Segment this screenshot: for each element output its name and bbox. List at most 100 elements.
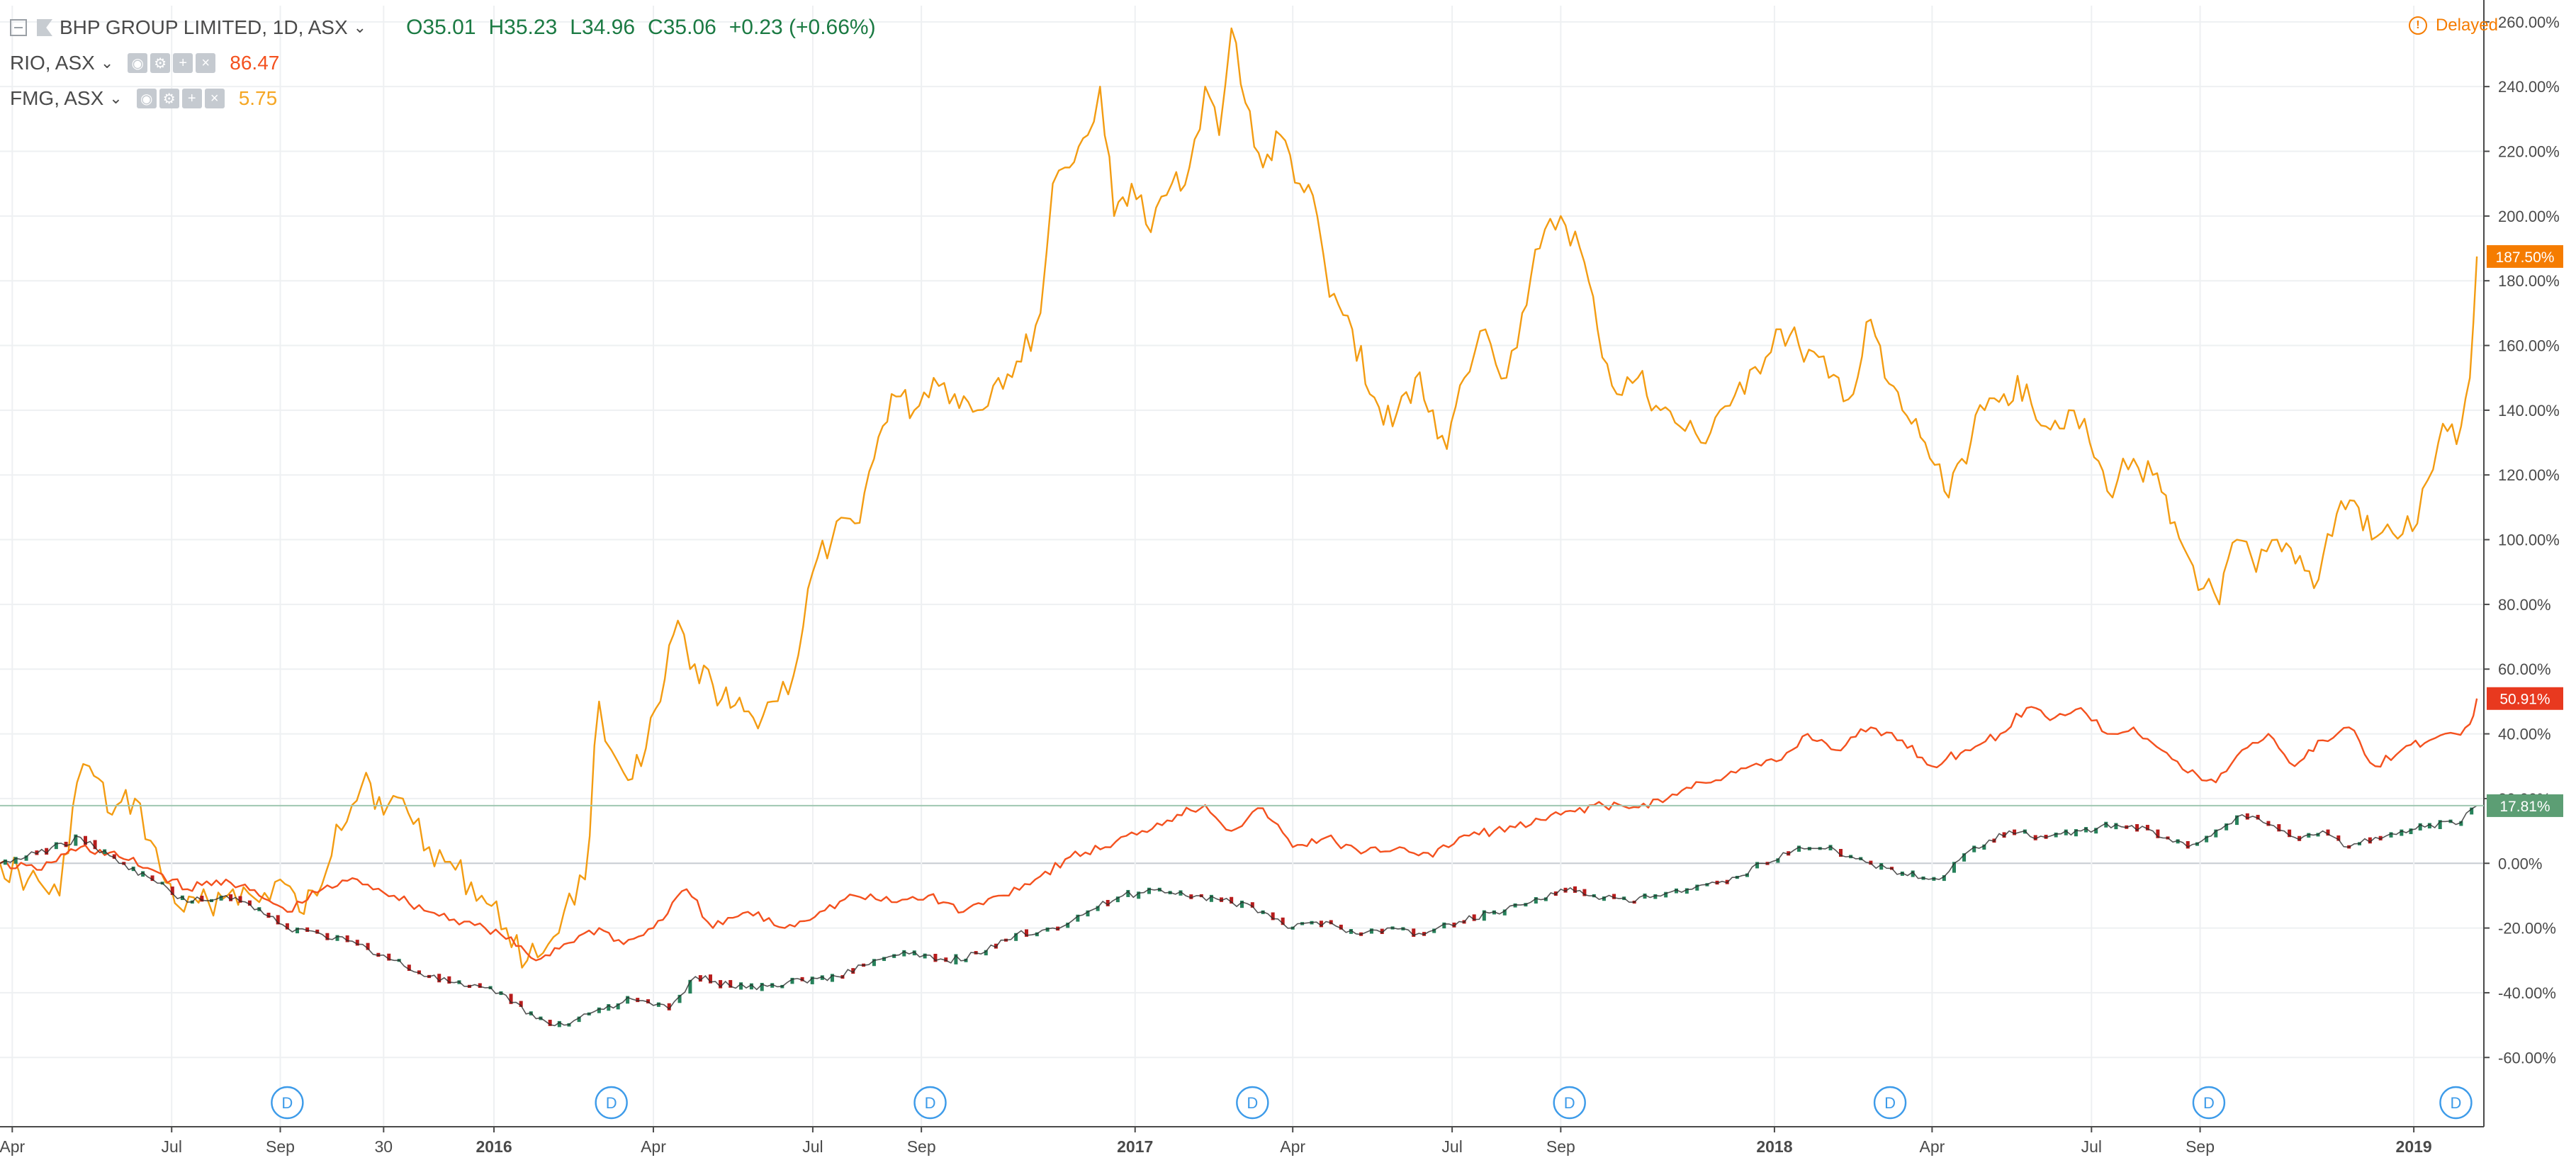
last-value-text: 50.91% — [2499, 692, 2550, 708]
collapse-icon[interactable] — [10, 19, 27, 36]
legend: BHP GROUP LIMITED, 1D, ASX ⌄ O35.01 H35.… — [10, 10, 876, 116]
bhp-candle — [219, 895, 223, 901]
eye-icon[interactable]: ◉ — [136, 89, 157, 108]
eye-icon[interactable]: ◉ — [128, 53, 148, 73]
bhp-candle — [1675, 888, 1679, 894]
dividend-marker — [2439, 1086, 2473, 1120]
bhp-candle — [315, 929, 320, 934]
bhp-candle — [1472, 914, 1476, 921]
y-tick-label: -60.00% — [2498, 1049, 2556, 1066]
dividend-label: D — [925, 1094, 936, 1112]
bhp-candle — [851, 968, 855, 974]
delayed-indicator[interactable]: ! Delayed — [2408, 16, 2498, 35]
ohlc-change: +0.23 (+0.66%) — [729, 16, 876, 39]
compare-symbol-fmg[interactable]: FMG, ASX — [10, 87, 104, 109]
bhp-candle — [2186, 840, 2190, 849]
x-tick-label: Apr — [641, 1137, 666, 1156]
bhp-candle — [437, 974, 441, 983]
bhp-candle — [1612, 894, 1616, 899]
bhp-candle — [548, 1020, 552, 1026]
bhp-candle — [238, 896, 242, 903]
dividend-marker — [271, 1086, 304, 1120]
bhp-candle — [1797, 845, 1801, 852]
bhp-candle — [83, 835, 87, 845]
x-tick-label: 30 — [375, 1137, 393, 1156]
ohlc-close: C35.06 — [648, 16, 716, 39]
dividend-label: D — [281, 1094, 293, 1112]
y-tick-label: -20.00% — [2498, 920, 2556, 938]
bhp-candle — [2013, 829, 2017, 835]
main-symbol-title[interactable]: BHP GROUP LIMITED, 1D, ASX — [60, 16, 348, 38]
bhp-candle — [719, 980, 723, 989]
bhp-candle — [54, 842, 58, 850]
add-icon[interactable]: + — [173, 53, 193, 73]
bhp-candle — [994, 943, 998, 949]
bhp-candle — [1972, 845, 1976, 852]
bhp-candle — [1329, 920, 1333, 925]
bhp-candle — [1828, 845, 1833, 850]
series-controls-fmg: ◉ ⚙ + × — [136, 89, 225, 108]
close-icon[interactable]: × — [196, 53, 216, 73]
bhp-candle — [345, 935, 349, 942]
bhp-candle — [1602, 896, 1606, 901]
x-tick-label: Jul — [1441, 1137, 1462, 1156]
y-tick-label: 40.00% — [2498, 726, 2551, 743]
bhp-candle — [2074, 829, 2078, 837]
bhp-candle — [1369, 928, 1373, 934]
chevron-down-icon[interactable]: ⌄ — [100, 54, 114, 72]
bhp-candle — [170, 887, 174, 895]
bhp-candle — [1066, 923, 1070, 928]
y-tick-label: 260.00% — [2498, 13, 2560, 31]
ohlc-open: O35.01 — [406, 16, 476, 39]
bhp-candle — [698, 975, 702, 982]
settings-icon[interactable]: ⚙ — [150, 53, 171, 73]
bhp-candle — [2288, 829, 2292, 838]
chevron-down-icon[interactable]: ⌄ — [109, 89, 123, 107]
bhp-candle — [1482, 910, 1486, 921]
x-tick-label: 2019 — [2396, 1137, 2432, 1156]
bhp-candle — [2378, 835, 2383, 840]
last-value-text: 17.81% — [2499, 799, 2550, 815]
chevron-down-icon[interactable]: ⌄ — [353, 18, 367, 36]
bhp-candle — [150, 875, 154, 882]
bhp-candle — [708, 974, 712, 984]
settings-icon[interactable]: ⚙ — [159, 89, 179, 108]
bhp-candle — [760, 983, 764, 991]
bhp-candle — [276, 915, 280, 925]
dividend-label: D — [2451, 1094, 2462, 1112]
y-tick-label: 240.00% — [2498, 78, 2560, 96]
last-value-text: 187.50% — [2496, 249, 2555, 266]
bhp-candle — [2277, 824, 2281, 832]
bhp-candle — [607, 1003, 611, 1011]
y-tick-label: 80.00% — [2498, 596, 2551, 614]
dividend-marker — [1873, 1086, 1907, 1120]
bhp-candle — [830, 974, 834, 982]
bhp-candle — [2256, 814, 2260, 820]
bhp-candle — [229, 894, 233, 901]
bhp-candle — [200, 895, 204, 902]
bhp-candle — [1776, 858, 1780, 863]
bhp-candle — [2409, 828, 2413, 835]
y-tick-label: 0.00% — [2498, 855, 2542, 872]
bhp-candle — [509, 994, 513, 1004]
close-icon[interactable]: × — [204, 89, 225, 108]
add-icon[interactable]: + — [181, 89, 202, 108]
bhp-candle — [1209, 894, 1213, 902]
x-tick-label: Jul — [162, 1137, 182, 1156]
bhp-candle — [1076, 914, 1080, 922]
compare-symbol-rio[interactable]: RIO, ASX — [10, 52, 95, 74]
bhp-candle — [407, 964, 411, 972]
bhp-candle — [247, 900, 252, 906]
tick-labels: 260.00% 240.00% 220.00% 200.00% 180.00% 160.0… — [0, 13, 2560, 1156]
bhp-candle — [2297, 835, 2302, 841]
flag-icon[interactable] — [37, 19, 52, 36]
y-tick-label: 180.00% — [2498, 272, 2560, 290]
bhp-candle — [1349, 929, 1353, 934]
y-tick-label: 200.00% — [2498, 208, 2560, 225]
bhp-candle — [285, 923, 289, 930]
bhp-candle — [2389, 832, 2393, 838]
y-tick-label: 100.00% — [2498, 531, 2560, 549]
